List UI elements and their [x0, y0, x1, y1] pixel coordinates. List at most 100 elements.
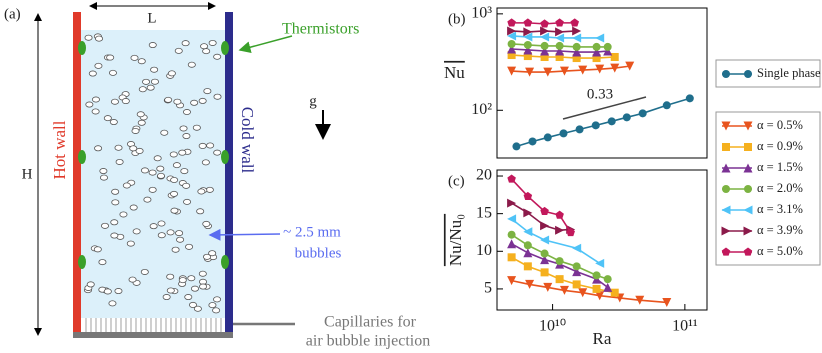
data-point [662, 297, 672, 307]
bubble [111, 188, 120, 195]
bubble [160, 129, 169, 136]
bubble [130, 54, 139, 61]
legend-marker [744, 143, 752, 151]
bubble [88, 70, 97, 77]
data-point [523, 52, 532, 61]
bubble [170, 190, 179, 197]
legend-marker [743, 163, 753, 173]
thermistor [221, 41, 229, 55]
bubble [138, 86, 147, 93]
data-point [540, 52, 549, 61]
legend-marker [744, 185, 752, 193]
thermistor [78, 150, 86, 164]
data-point [507, 230, 516, 239]
hot-wall [73, 12, 81, 332]
bubble [198, 270, 207, 277]
bubble [110, 219, 119, 226]
cold-wall-label: Cold wall [238, 107, 257, 174]
bubble [93, 246, 102, 253]
data-point [507, 174, 516, 183]
data-point [622, 113, 631, 122]
legend-label: α = 0.9% [757, 139, 803, 153]
data-point [555, 275, 564, 284]
series-line [511, 65, 630, 73]
x-tick-label: 10¹⁰ [539, 318, 566, 335]
bubble [148, 169, 157, 176]
bubble [135, 147, 144, 154]
plot-frame [496, 169, 708, 311]
legend-marker [722, 143, 730, 151]
legend-label: α = 1.5% [757, 160, 803, 174]
legend-marker [743, 121, 753, 131]
data-point [555, 52, 564, 61]
bubble [110, 98, 119, 105]
bubble-size: ~ 2.5 mm [283, 224, 341, 240]
bubble [94, 62, 103, 69]
bubble [182, 133, 191, 140]
legend-marker [721, 247, 731, 256]
bubble [103, 115, 112, 122]
data-point [555, 33, 565, 43]
bubble [98, 259, 107, 266]
y-tick-label: 15 [476, 204, 492, 221]
data-point [543, 282, 553, 292]
y-tick-label: 10 [476, 242, 492, 259]
bubble [114, 288, 123, 295]
legend-marker [744, 70, 752, 78]
data-point [572, 47, 582, 57]
data-point [592, 47, 602, 57]
schematic: (a) L H Hot wall Cold wall Thermistors g… [4, 2, 430, 350]
data-point [607, 117, 616, 126]
width-label: L [147, 10, 156, 26]
plot-frame [496, 7, 708, 159]
data-point [555, 18, 564, 27]
bubble [157, 232, 166, 239]
bubble [108, 69, 117, 76]
bubble [85, 101, 94, 108]
bubble [148, 186, 157, 193]
data-point [540, 206, 549, 216]
data-point [523, 45, 533, 55]
legend-marker [721, 205, 731, 215]
bubble [148, 42, 157, 49]
bubble [202, 220, 211, 227]
data-point [540, 255, 550, 265]
thermistor [78, 255, 86, 269]
bubble [156, 165, 165, 172]
data-point [555, 210, 564, 219]
bubble [119, 211, 128, 218]
bubble [192, 124, 201, 131]
bubble [110, 232, 119, 239]
bubble [178, 149, 187, 156]
bubble [143, 196, 152, 203]
bubble [182, 182, 191, 189]
bubble [208, 302, 217, 309]
bubble [198, 142, 207, 149]
bubble [201, 159, 210, 166]
data-point [555, 41, 564, 50]
data-point [507, 31, 517, 41]
data-point [592, 284, 601, 293]
y-tick-label: 10² [471, 101, 492, 118]
legend-marker [721, 163, 731, 173]
bubble [153, 155, 162, 162]
bubble [164, 96, 173, 103]
bubble [205, 186, 214, 193]
data-point [540, 235, 550, 245]
legend-label: α = 3.1% [757, 202, 803, 216]
bubble [84, 34, 93, 41]
y-tick-label: 20 [476, 167, 492, 184]
data-point [685, 94, 694, 103]
data-point [507, 39, 516, 48]
data-point [570, 18, 579, 27]
y-axis-label: Nu/Nu₀ [446, 214, 465, 266]
data-point [555, 257, 564, 266]
bubble [157, 220, 166, 227]
bubble [173, 98, 182, 105]
bubble [199, 283, 208, 290]
bubble [169, 151, 178, 158]
data-point [603, 42, 612, 51]
legend-label: α = 5.0% [757, 244, 803, 258]
bubble [170, 176, 179, 183]
data-point [572, 54, 581, 63]
